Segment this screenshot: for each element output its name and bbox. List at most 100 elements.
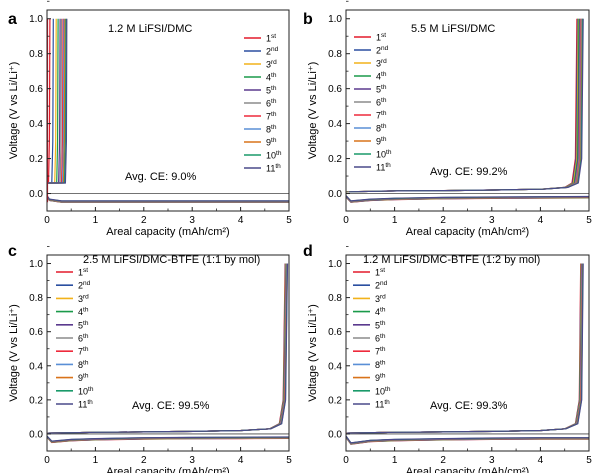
legend-number: 5 bbox=[376, 85, 381, 95]
legend-label: 9th bbox=[266, 137, 277, 148]
x-tick-label: 0 bbox=[44, 215, 50, 226]
legend-ordinal: th bbox=[385, 162, 391, 169]
legend-number: 11 bbox=[78, 400, 87, 410]
y-tick-label: 0.6 bbox=[29, 84, 43, 95]
y-tick-label: 0.8 bbox=[29, 293, 43, 304]
x-tick-label: 0 bbox=[343, 455, 349, 466]
legend-ordinal: st bbox=[380, 267, 385, 274]
y-tick-label: 1.0 bbox=[328, 14, 342, 25]
y-tick-label: 0.4 bbox=[29, 361, 43, 372]
x-tick-label: 0 bbox=[44, 455, 50, 466]
panel-d: 0 1 2 3 4 5 0.0 0.2 0.4 0.6 0.8 1.0 Areal capacity (… bbox=[303, 243, 592, 473]
legend-label: 1st bbox=[78, 267, 88, 278]
series-line-cycle-11 bbox=[349, 18, 584, 193]
legend-label: 9th bbox=[375, 373, 386, 384]
legend-number: 11 bbox=[375, 400, 384, 410]
legend-number: 7 bbox=[78, 347, 83, 357]
legend-ordinal: th bbox=[83, 373, 89, 380]
x-axis-label: Areal capacity (mAh/cm²) bbox=[106, 226, 229, 238]
legend-label: 6th bbox=[266, 98, 277, 109]
legend-ordinal: nd bbox=[380, 280, 388, 287]
x-tick-label: 2 bbox=[141, 215, 147, 226]
legend-label: 7th bbox=[376, 110, 387, 121]
series-lines bbox=[47, 18, 289, 203]
x-tick-label: 1 bbox=[93, 455, 99, 466]
y-tick-label: 0.4 bbox=[29, 119, 43, 130]
legend-number: 3 bbox=[266, 60, 271, 70]
x-tick-label: 1 bbox=[392, 215, 398, 226]
legend-ordinal: th bbox=[87, 399, 93, 406]
legend-ordinal: th bbox=[386, 149, 392, 156]
legend-ordinal: th bbox=[271, 85, 277, 92]
legend-label: 5th bbox=[78, 320, 89, 331]
legend-label: 7th bbox=[375, 346, 386, 357]
x-tick-label: 4 bbox=[238, 215, 244, 226]
legend-number: 7 bbox=[375, 347, 380, 357]
legend-number: 6 bbox=[375, 334, 380, 344]
legend-label: 11th bbox=[376, 162, 391, 173]
panel-a: 0 1 2 3 4 5 0.0 0.2 0.4 0.6 0.8 1.0 Areal capacity (… bbox=[8, 0, 292, 238]
legend-ordinal: th bbox=[384, 399, 390, 406]
legend-number: 3 bbox=[78, 294, 83, 304]
x-tick-label: 1 bbox=[93, 215, 99, 226]
legend-label: 2nd bbox=[375, 280, 388, 291]
legend-number: 8 bbox=[78, 360, 83, 370]
legend-ordinal: st bbox=[271, 33, 276, 40]
legend-ordinal: st bbox=[83, 267, 88, 274]
panel-label: d bbox=[303, 243, 313, 260]
legend-label: 3rd bbox=[266, 59, 277, 70]
y-tick-label: 1.0 bbox=[29, 14, 43, 25]
legend-label: 10th bbox=[375, 386, 391, 397]
legend-number: 4 bbox=[376, 72, 381, 82]
legend-number: 8 bbox=[376, 124, 381, 134]
legend-ordinal: th bbox=[271, 137, 277, 144]
panel-label: c bbox=[8, 243, 17, 260]
legend-label: 3rd bbox=[376, 58, 387, 69]
legend-number: 9 bbox=[375, 373, 380, 383]
legend-label: 1st bbox=[376, 32, 386, 43]
legend-label: 4th bbox=[375, 307, 386, 318]
legend-label: 10th bbox=[376, 149, 392, 160]
x-tick-label: 0 bbox=[343, 215, 349, 226]
legend-ordinal: th bbox=[83, 359, 89, 366]
legend-number: 11 bbox=[376, 163, 385, 173]
x-tick-label: 3 bbox=[189, 215, 195, 226]
legend-number: 6 bbox=[266, 99, 271, 109]
legend-number: 8 bbox=[375, 360, 380, 370]
series-lines bbox=[346, 18, 589, 203]
y-tick-label: 0.0 bbox=[29, 189, 43, 200]
y-tick-label: 0.8 bbox=[328, 293, 342, 304]
legend-label: 6th bbox=[78, 333, 89, 344]
x-tick-label: 3 bbox=[489, 455, 495, 466]
legend-ordinal: th bbox=[380, 333, 386, 340]
y-tick-label: 0.8 bbox=[29, 49, 43, 60]
legend-number: 6 bbox=[376, 98, 381, 108]
legend-ordinal: th bbox=[88, 386, 94, 393]
y-tick-label: 0.8 bbox=[328, 49, 342, 60]
legend-number: 4 bbox=[78, 307, 83, 317]
legend-ordinal: th bbox=[271, 72, 277, 79]
legend-number: 10 bbox=[266, 151, 276, 161]
series-line-cycle-11 bbox=[47, 18, 68, 184]
legend-number: 1 bbox=[266, 34, 271, 44]
y-axis-label: Voltage (V vs Li/Li⁺) bbox=[8, 304, 20, 402]
legend-ordinal: th bbox=[380, 346, 386, 353]
avg-ce-annotation: Avg. CE: 99.3% bbox=[430, 400, 508, 412]
x-axis-label: Areal capacity (mAh/cm²) bbox=[406, 466, 529, 473]
electrolyte-annotation: 1.2 M LiFSI/DMC bbox=[108, 23, 192, 35]
avg-ce-annotation: Avg. CE: 99.2% bbox=[430, 166, 508, 178]
legend-ordinal: th bbox=[276, 150, 282, 157]
y-tick-label: 0.0 bbox=[328, 189, 342, 200]
legend-label: 4th bbox=[78, 307, 89, 318]
y-tick-label: 0.6 bbox=[328, 327, 342, 338]
y-tick-label: 1.0 bbox=[29, 259, 43, 270]
x-tick-label: 1 bbox=[392, 455, 398, 466]
legend-ordinal: rd bbox=[381, 58, 387, 65]
legend-number: 2 bbox=[266, 47, 271, 57]
legend-ordinal: th bbox=[83, 346, 89, 353]
legend-ordinal: th bbox=[275, 163, 281, 170]
x-tick-label: 2 bbox=[440, 215, 446, 226]
legend-label: 1st bbox=[266, 33, 276, 44]
